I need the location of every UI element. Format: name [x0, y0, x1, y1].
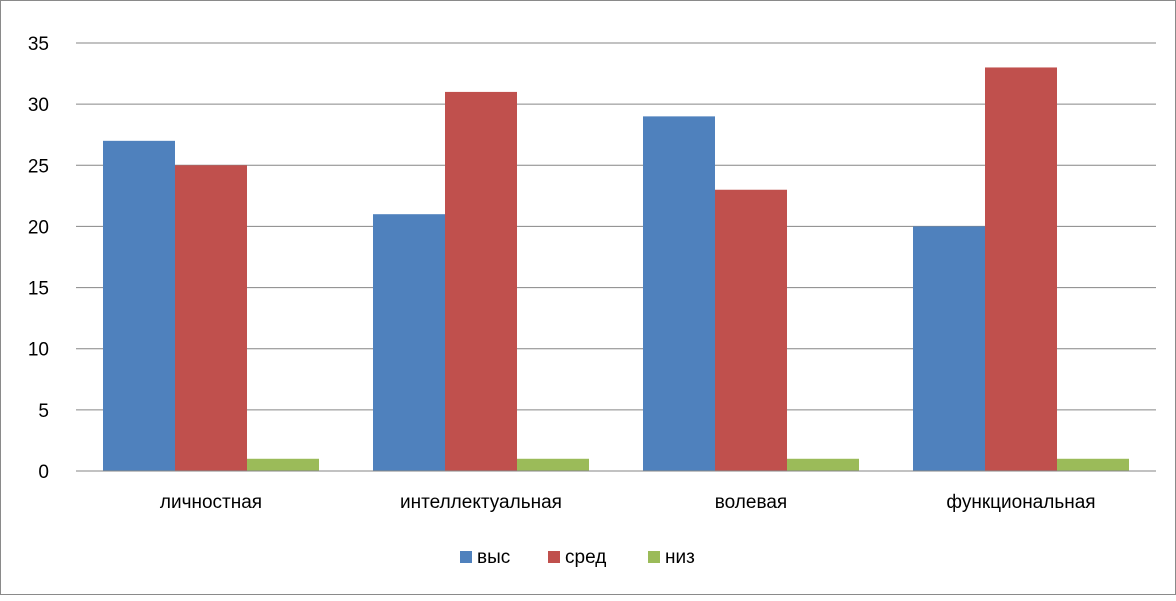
y-tick-label: 30 — [28, 95, 49, 116]
legend-label: выс — [477, 547, 510, 568]
x-category-label: функциональная — [946, 492, 1095, 513]
y-tick-label: 0 — [38, 462, 49, 483]
bar-1-3 — [643, 116, 715, 471]
x-category-label: волевая — [715, 492, 787, 513]
bar-3-1 — [247, 458, 319, 471]
bar-3-3 — [787, 458, 859, 471]
y-tick-label: 35 — [28, 34, 49, 55]
bar-2-3 — [715, 189, 787, 471]
axes: 0 5 10 15 20 25 30 35 личностная интеллектуальная… — [28, 34, 1156, 513]
legend-swatch — [548, 551, 560, 563]
y-tick-label: 20 — [28, 217, 49, 238]
x-category-label: личностная — [160, 492, 262, 513]
legend-label: низ — [665, 547, 695, 568]
bar-2-1 — [175, 165, 247, 472]
bar-3-4 — [1057, 458, 1129, 471]
legend: выс сред низ — [460, 547, 695, 568]
x-category-label: интеллектуальная — [400, 492, 562, 513]
legend-label: сред — [565, 547, 606, 568]
y-tick-label: 10 — [28, 340, 49, 361]
legend-swatch — [648, 551, 660, 563]
y-tick-label: 5 — [38, 401, 49, 422]
y-tick-label: 25 — [28, 156, 49, 177]
gridlines — [76, 42, 1156, 411]
bar-1-4 — [913, 226, 985, 471]
bar-2-2 — [445, 91, 517, 472]
legend-swatch — [460, 551, 472, 563]
y-tick-label: 15 — [28, 279, 49, 300]
bar-1-2 — [373, 214, 445, 471]
bar-1-1 — [103, 140, 175, 472]
bar-3-2 — [517, 458, 589, 471]
bar-2-4 — [985, 67, 1057, 471]
bars — [103, 67, 1129, 472]
